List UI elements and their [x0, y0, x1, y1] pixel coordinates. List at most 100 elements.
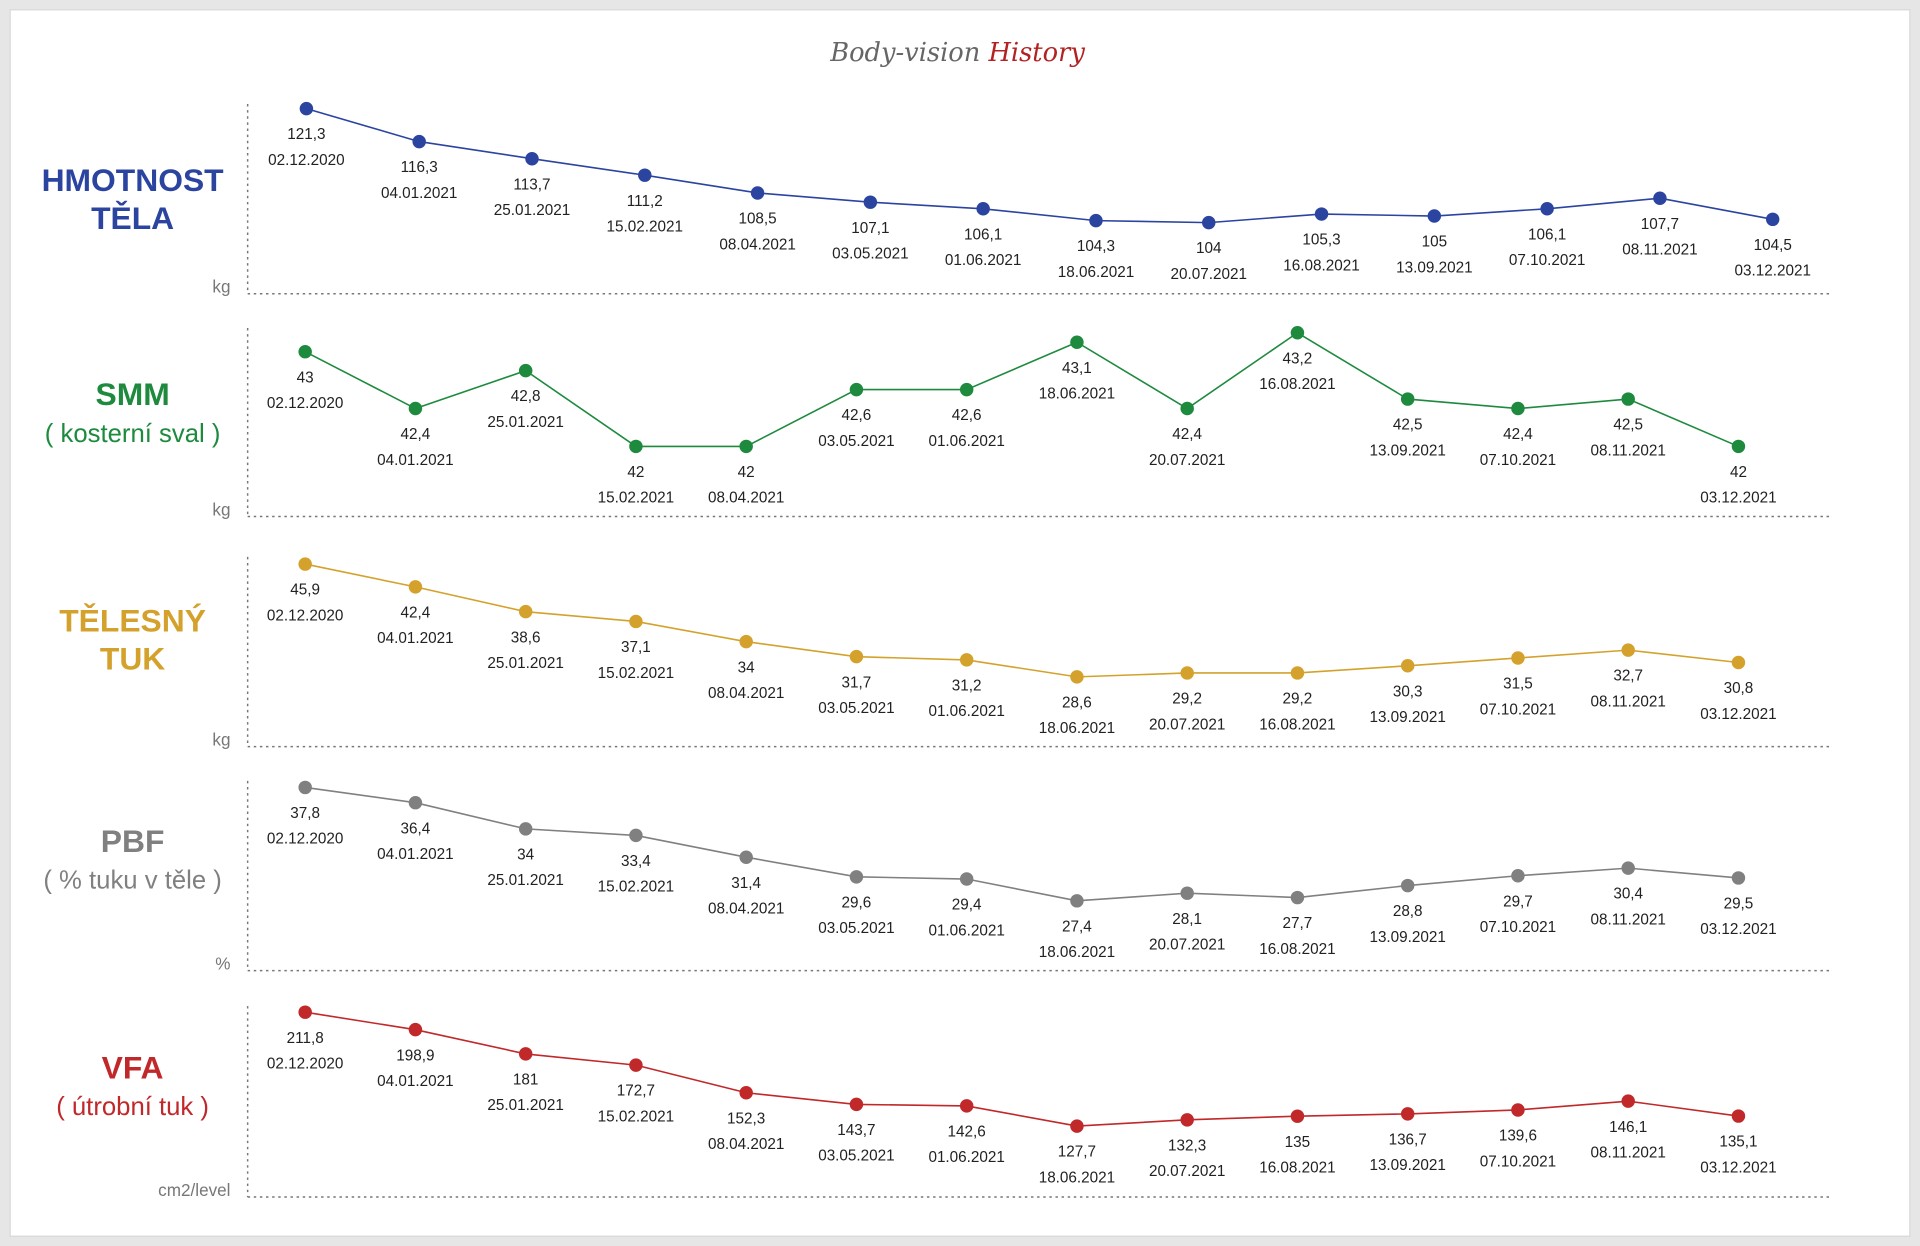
unit-label: cm2/level	[158, 1180, 230, 1200]
data-point	[739, 1086, 753, 1100]
data-point	[1314, 207, 1329, 221]
date-label: 08.04.2021	[708, 901, 784, 918]
data-point	[408, 401, 423, 416]
data-point	[1290, 326, 1305, 340]
date-label: 13.09.2021	[1369, 929, 1445, 946]
data-point	[525, 151, 539, 166]
data-point	[1621, 861, 1635, 875]
panel-title: TUK	[100, 641, 165, 677]
value-label: 27,7	[1283, 915, 1313, 932]
date-label: 16.08.2021	[1259, 941, 1335, 958]
data-point	[629, 828, 643, 843]
value-label: 37,8	[290, 805, 320, 822]
date-label: 25.01.2021	[487, 414, 563, 431]
value-label: 29,4	[952, 897, 982, 914]
value-label: 116,3	[401, 159, 438, 176]
value-label: 45,9	[290, 582, 320, 599]
data-point	[1180, 1113, 1194, 1127]
date-label: 13.09.2021	[1369, 442, 1445, 459]
data-point	[1070, 894, 1084, 908]
value-label: 132,3	[1168, 1137, 1206, 1154]
value-label: 146,1	[1609, 1119, 1647, 1136]
panel-title: TĚLA	[91, 200, 174, 236]
data-point	[739, 850, 753, 864]
panel-title: VFA	[102, 1049, 164, 1085]
data-point	[1290, 890, 1305, 905]
value-label: 31,7	[842, 674, 872, 691]
date-label: 02.12.2020	[267, 607, 343, 624]
data-point	[298, 557, 312, 571]
value-label: 42,5	[1613, 417, 1643, 434]
date-label: 03.12.2021	[1700, 1159, 1776, 1176]
value-label: 42,4	[401, 426, 431, 443]
date-label: 18.06.2021	[1039, 1169, 1115, 1186]
date-label: 18.06.2021	[1039, 386, 1115, 403]
data-point	[629, 1058, 643, 1072]
date-label: 15.02.2021	[598, 490, 674, 507]
date-label: 08.11.2021	[1591, 693, 1666, 710]
data-point	[298, 344, 312, 359]
date-label: 16.08.2021	[1283, 257, 1359, 274]
value-label: 29,6	[842, 894, 872, 911]
value-label: 107,7	[1641, 216, 1679, 233]
data-point	[1621, 1094, 1635, 1108]
value-label: 43,2	[1283, 350, 1313, 367]
data-point	[1765, 212, 1780, 227]
value-label: 42,4	[401, 604, 431, 621]
value-label: 30,3	[1393, 683, 1423, 700]
data-point	[1653, 191, 1667, 205]
data-point	[1290, 666, 1305, 680]
value-label: 38,6	[511, 629, 541, 646]
value-label: 42,6	[952, 407, 982, 424]
date-label: 03.12.2021	[1734, 263, 1810, 280]
value-label: 33,4	[621, 853, 651, 870]
date-label: 13.09.2021	[1369, 709, 1445, 726]
date-label: 03.12.2021	[1700, 706, 1776, 723]
date-label: 20.07.2021	[1149, 936, 1225, 953]
date-label: 18.06.2021	[1058, 264, 1134, 281]
value-label: 105	[1422, 234, 1448, 251]
value-label: 27,4	[1062, 918, 1092, 935]
date-label: 01.06.2021	[928, 1149, 1004, 1166]
data-point	[849, 382, 864, 397]
series-line	[305, 786, 1739, 902]
value-label: 142,6	[948, 1124, 986, 1141]
date-label: 20.07.2021	[1149, 452, 1225, 469]
value-label: 42,4	[1172, 426, 1202, 443]
date-label: 04.01.2021	[377, 846, 453, 863]
value-label: 105,3	[1302, 232, 1340, 249]
data-point	[739, 634, 753, 649]
data-point	[299, 101, 314, 116]
data-point	[629, 439, 643, 454]
value-label: 111,2	[627, 193, 663, 210]
unit-label: kg	[212, 277, 230, 297]
date-label: 15.02.2021	[598, 1108, 674, 1125]
value-label: 42,5	[1393, 417, 1423, 434]
page-title: Body-vision History	[829, 38, 1085, 68]
date-label: 07.10.2021	[1480, 701, 1556, 718]
data-point	[298, 1005, 312, 1019]
series-line	[304, 331, 1739, 448]
value-label: 28,8	[1393, 903, 1423, 920]
value-label: 42,8	[511, 388, 541, 405]
data-point	[518, 1047, 533, 1061]
data-point	[1070, 1119, 1084, 1133]
date-label: 16.08.2021	[1259, 1159, 1335, 1176]
panel-title: TĚLESNÝ	[59, 603, 206, 639]
data-point	[1400, 659, 1415, 673]
data-point	[518, 604, 533, 619]
data-point	[298, 780, 312, 795]
series-line	[305, 1011, 1739, 1127]
value-label: 31,5	[1503, 676, 1533, 693]
unit-label: %	[215, 953, 230, 973]
panel-title: HMOTNOST	[42, 162, 225, 198]
data-point	[750, 186, 765, 200]
panel-subtitle: ( kosterní sval )	[45, 420, 221, 448]
date-label: 07.10.2021	[1480, 1153, 1556, 1170]
data-point	[1180, 886, 1194, 900]
data-point	[629, 614, 643, 629]
data-point	[1089, 213, 1103, 228]
value-label: 28,6	[1062, 694, 1092, 711]
